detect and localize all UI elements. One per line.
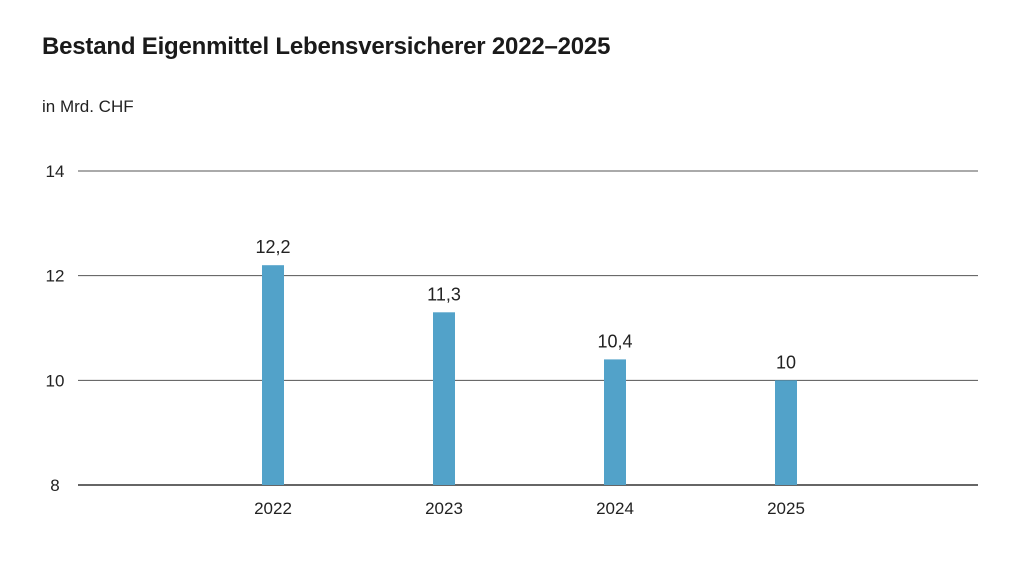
data-label: 10,4 [597,331,632,351]
x-tick-label: 2022 [254,499,292,518]
bar [433,312,455,485]
chart-title: Bestand Eigenmittel Lebensversicherer 20… [42,33,611,60]
bar [604,359,626,485]
x-tick-label: 2025 [767,499,805,518]
data-label: 12,2 [255,237,290,257]
data-label: 10 [776,352,796,372]
x-tick-label: 2024 [596,499,634,518]
data-label: 11,3 [427,284,461,304]
bar [775,380,797,485]
x-tick-label: 2023 [425,499,463,518]
bar [262,265,284,485]
y-tick-label: 12 [46,267,65,286]
y-tick-label: 14 [46,162,65,181]
unit-label: in Mrd. CHF [42,97,134,116]
y-tick-label: 8 [50,476,59,495]
y-tick-label: 10 [46,371,65,390]
